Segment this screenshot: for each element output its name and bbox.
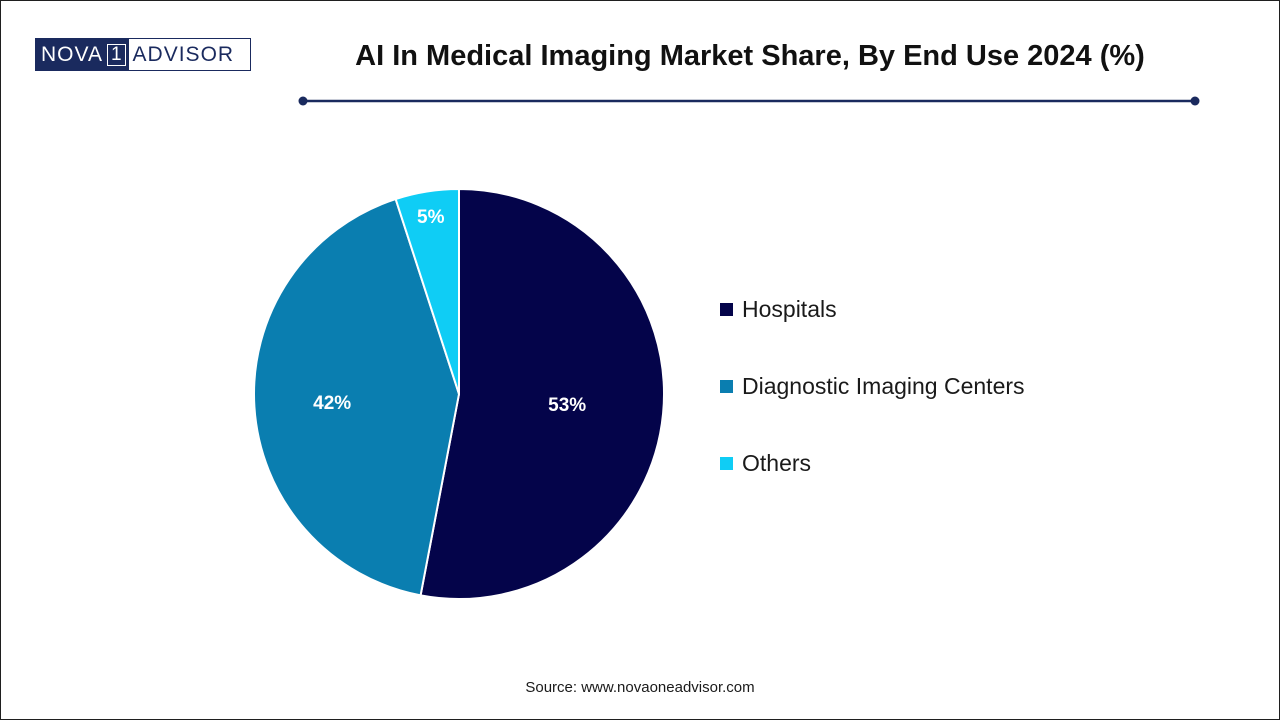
legend: Hospitals Diagnostic Imaging Centers Oth… [720,293,1025,524]
data-label-others: 5% [417,207,445,228]
source-note: Source: www.novaoneadvisor.com [525,679,755,696]
pie-slice-others [394,187,460,395]
legend-item-others: Others [720,447,1025,479]
legend-swatch-others [720,456,733,470]
legend-item-diagnostic-imaging-centers: Diagnostic Imaging Centers [720,370,1025,402]
legend-label-diagnostic-imaging-centers: Diagnostic Imaging Centers [742,372,1025,399]
legend-swatch-hospitals [720,302,733,316]
nova-one-advisor-logo: NOVA 1 ADVISOR [35,38,251,71]
title-underline [298,96,1200,106]
legend-label-hospitals: Hospitals [742,295,837,322]
pie-slice-hospitals [419,187,665,600]
legend-swatch-diagnostic-imaging-centers [720,379,733,393]
underline-right-dot [1190,96,1200,106]
data-label-hospitals: 53% [548,395,586,416]
chart-title: AI In Medical Imaging Market Share, By E… [355,40,1145,72]
pie-chart: 53% 42% 5% [253,187,665,600]
logo-nova-text: NOVA [36,39,107,70]
logo-one-text: 1 [106,43,126,66]
pie-slice-diagnostic-imaging-centers [253,197,461,597]
legend-label-others: Others [742,449,812,476]
logo-one-badge: 1 [106,39,129,70]
logo-advisor-text: ADVISOR [128,39,250,70]
legend-item-hospitals: Hospitals [720,293,1025,325]
data-label-diagnostic-imaging-centers: 42% [313,393,351,414]
